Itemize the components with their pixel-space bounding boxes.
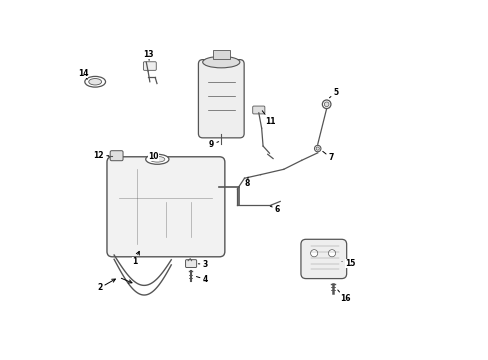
FancyBboxPatch shape xyxy=(212,50,229,59)
Ellipse shape xyxy=(84,76,105,87)
Ellipse shape xyxy=(88,78,102,85)
Text: 6: 6 xyxy=(270,205,280,214)
FancyBboxPatch shape xyxy=(252,106,264,114)
Ellipse shape xyxy=(322,100,330,109)
Text: 2: 2 xyxy=(97,279,115,292)
Text: 11: 11 xyxy=(262,111,275,126)
Text: 7: 7 xyxy=(322,151,333,162)
FancyBboxPatch shape xyxy=(300,239,346,279)
Ellipse shape xyxy=(145,154,168,164)
Circle shape xyxy=(328,249,335,257)
FancyBboxPatch shape xyxy=(143,62,156,70)
FancyBboxPatch shape xyxy=(110,151,123,161)
Circle shape xyxy=(310,249,317,257)
Text: 14: 14 xyxy=(78,69,88,79)
Text: 13: 13 xyxy=(143,50,154,60)
Ellipse shape xyxy=(149,157,164,162)
Ellipse shape xyxy=(315,147,319,150)
Text: 15: 15 xyxy=(341,260,354,269)
Ellipse shape xyxy=(203,57,240,68)
Text: 8: 8 xyxy=(244,177,249,188)
Text: 10: 10 xyxy=(148,152,158,161)
Text: 9: 9 xyxy=(208,140,218,149)
Text: 16: 16 xyxy=(337,290,350,303)
FancyBboxPatch shape xyxy=(198,60,244,138)
FancyBboxPatch shape xyxy=(185,260,196,267)
FancyBboxPatch shape xyxy=(107,157,224,257)
Text: 4: 4 xyxy=(196,275,207,284)
Text: 5: 5 xyxy=(329,88,338,98)
Ellipse shape xyxy=(324,102,328,107)
Text: 12: 12 xyxy=(93,151,108,160)
Text: 1: 1 xyxy=(132,251,139,266)
Text: 3: 3 xyxy=(198,260,207,269)
Ellipse shape xyxy=(314,145,320,152)
